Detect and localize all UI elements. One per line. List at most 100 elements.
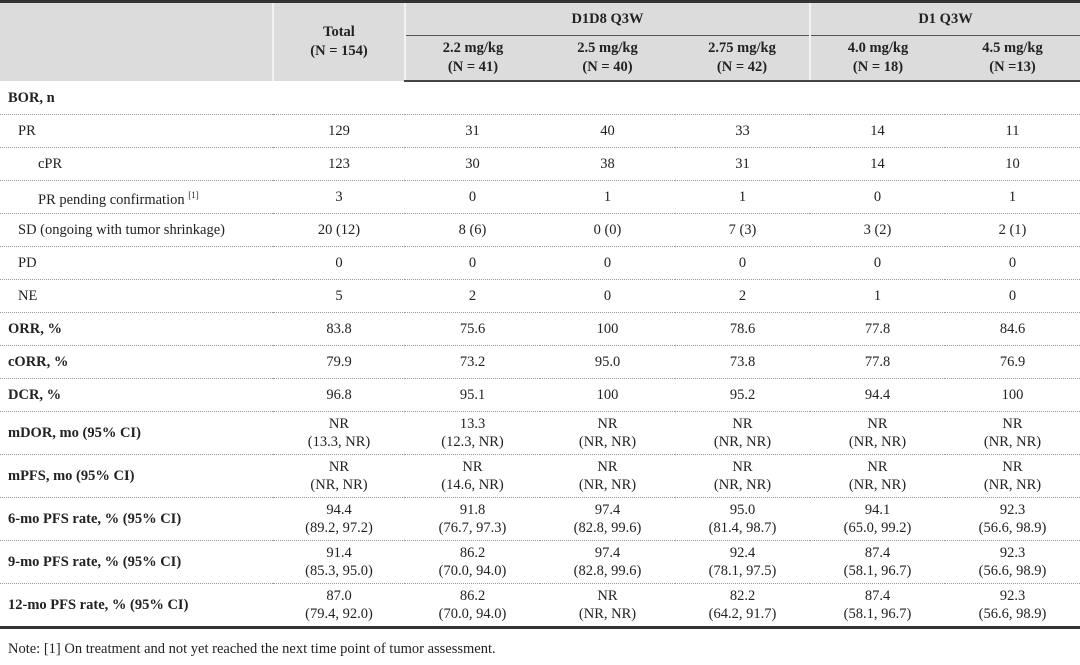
cell-ci: (56.6, 98.9) xyxy=(978,520,1047,536)
cell-value: 95.0 xyxy=(729,502,756,518)
cell-ci: (NR, NR) xyxy=(983,434,1042,450)
table-cell: 0 xyxy=(675,246,810,280)
row-label-text: mDOR, mo (95% CI) xyxy=(8,425,141,441)
header-dose-2-75: 2.75 mg/kg (N = 42) xyxy=(675,35,810,82)
cell-value: 92.3 xyxy=(999,588,1026,604)
cell-ci: (14.6, NR) xyxy=(441,477,504,493)
cell-value: NR xyxy=(1002,459,1023,475)
cell-value: NR xyxy=(597,588,618,604)
table-cell: 0 xyxy=(810,246,945,280)
row-label: SD (ongoing with tumor shrinkage) xyxy=(0,213,273,247)
header-dose-4-5: 4.5 mg/kg (N =13) xyxy=(945,35,1080,82)
table-row: SD (ongoing with tumor shrinkage) 20 (12)… xyxy=(0,213,1080,247)
table-row: 9-mo PFS rate, % (95% CI) 91.4 (85.3, 95.0… xyxy=(0,540,1080,584)
cell-value: NR xyxy=(328,416,350,432)
table-cell: 73.8 xyxy=(675,345,810,379)
cell-value: 94.4 xyxy=(326,502,352,518)
row-label-text: ORR, % xyxy=(8,321,62,337)
efficacy-table: Total (N = 154) D1D8 Q3W D1 Q3W 2.2 mg/k… xyxy=(0,0,1080,629)
header-dose-2-2: 2.2 mg/kg (N = 41) xyxy=(404,35,540,82)
header-dose-4-0: 4.0 mg/kg (N = 18) xyxy=(809,35,945,82)
table-cell: 33 xyxy=(675,114,810,148)
table-cell: NR (NR, NR) xyxy=(540,583,675,629)
cell-value: NR xyxy=(732,416,753,432)
total-label: Total xyxy=(323,24,355,40)
table-cell: 95.0 xyxy=(540,345,675,379)
table-cell: 82.2 (64.2, 91.7) xyxy=(675,583,810,629)
cell-ci: (56.6, 98.9) xyxy=(978,606,1047,622)
table-cell xyxy=(810,81,945,115)
table-cell: 95.2 xyxy=(675,378,810,412)
cell-ci: (82.8, 99.6) xyxy=(573,563,642,579)
row-label: BOR, n xyxy=(0,81,273,115)
table-cell xyxy=(945,81,1080,115)
table-cell: 13.3 (12.3, NR) xyxy=(405,411,540,455)
cell-value: NR xyxy=(1002,416,1023,432)
cell-value: 94.1 xyxy=(864,502,891,518)
table-row: cPR 123 30 38 31 14 10 xyxy=(0,147,1080,181)
table-cell: 3 xyxy=(273,180,405,214)
footnote: Note: [1] On treatment and not yet reach… xyxy=(8,641,496,657)
table-body: BOR, n PR 129 31 40 33 14 11 cPR 123 30 38 31 14 10 PR … xyxy=(0,81,1080,629)
cell-value: NR xyxy=(597,459,618,475)
table-cell: 31 xyxy=(675,147,810,181)
cell-value: 92.3 xyxy=(999,545,1026,561)
row-label-text: SD (ongoing with tumor shrinkage) xyxy=(18,222,226,238)
table-cell: 129 xyxy=(273,114,405,148)
cell-value: 82.2 xyxy=(729,588,756,604)
table-row: cORR, % 79.9 73.2 95.0 73.8 77.8 76.9 xyxy=(0,345,1080,379)
row-label-text: mPFS, mo (95% CI) xyxy=(8,468,135,484)
row-label-text: DCR, % xyxy=(8,387,62,403)
dose-label: 2.2 mg/kg xyxy=(442,40,504,56)
cell-value: 86.2 xyxy=(459,545,486,561)
table-cell xyxy=(273,81,405,115)
table-cell: NR (NR, NR) xyxy=(675,454,810,498)
cell-ci: (NR, NR) xyxy=(578,434,637,450)
table-cell: NR (NR, NR) xyxy=(945,454,1080,498)
row-label: PR xyxy=(0,114,273,148)
cell-ci: (76.7, 97.3) xyxy=(438,520,507,536)
table-cell: 30 xyxy=(405,147,540,181)
table-cell: 92.3 (56.6, 98.9) xyxy=(945,497,1080,541)
table-cell: 0 (0) xyxy=(540,213,675,247)
header-total: Total (N = 154) xyxy=(272,0,405,81)
table-cell: 20 (12) xyxy=(273,213,405,247)
cell-ci: (NR, NR) xyxy=(713,434,772,450)
table-cell: 87.0 (79.4, 92.0) xyxy=(273,583,405,629)
table-cell xyxy=(540,81,675,115)
row-label-text: BOR, n xyxy=(8,89,55,106)
table-cell: 2 (1) xyxy=(945,213,1080,247)
table-row: DCR, % 96.8 95.1 100 95.2 94.4 100 xyxy=(0,378,1080,412)
header-blank xyxy=(0,0,273,81)
cell-ci: (81.4, 98.7) xyxy=(708,520,777,536)
table-cell: 0 xyxy=(540,246,675,280)
table-cell: 77.8 xyxy=(810,312,945,346)
table-cell: 7 (3) xyxy=(675,213,810,247)
table-cell: 76.9 xyxy=(945,345,1080,379)
table-cell: NR (13.3, NR) xyxy=(273,411,405,455)
row-label-text: PR pending confirmation xyxy=(38,191,185,208)
row-label: cPR xyxy=(0,147,273,181)
cell-ci: (70.0, 94.0) xyxy=(438,606,507,622)
row-label: DCR, % xyxy=(0,378,273,412)
table-cell xyxy=(405,81,540,115)
table-cell: 0 xyxy=(810,180,945,214)
table-cell: 0 xyxy=(945,279,1080,313)
header-dose-2-5: 2.5 mg/kg (N = 40) xyxy=(540,35,675,82)
table-cell: 94.4 (89.2, 97.2) xyxy=(273,497,405,541)
cell-value: 91.4 xyxy=(326,545,352,561)
table-cell: 40 xyxy=(540,114,675,148)
cell-ci: (13.3, NR) xyxy=(307,434,371,450)
table-row: BOR, n xyxy=(0,81,1080,115)
table-cell: 0 xyxy=(273,246,405,280)
n-label: (N = 42) xyxy=(716,59,768,75)
table-cell: 100 xyxy=(945,378,1080,412)
table-row: PR pending confirmation [1] 3 0 1 1 0 1 xyxy=(0,180,1080,214)
table-cell: 14 xyxy=(810,147,945,181)
row-label: 6-mo PFS rate, % (95% CI) xyxy=(0,497,273,541)
dose-label: 2.5 mg/kg xyxy=(577,40,638,56)
cell-value: NR xyxy=(867,416,888,432)
dose-label: 4.0 mg/kg xyxy=(847,40,909,56)
cell-ci: (56.6, 98.9) xyxy=(978,563,1047,579)
table-row: ORR, % 83.8 75.6 100 78.6 77.8 84.6 xyxy=(0,312,1080,346)
